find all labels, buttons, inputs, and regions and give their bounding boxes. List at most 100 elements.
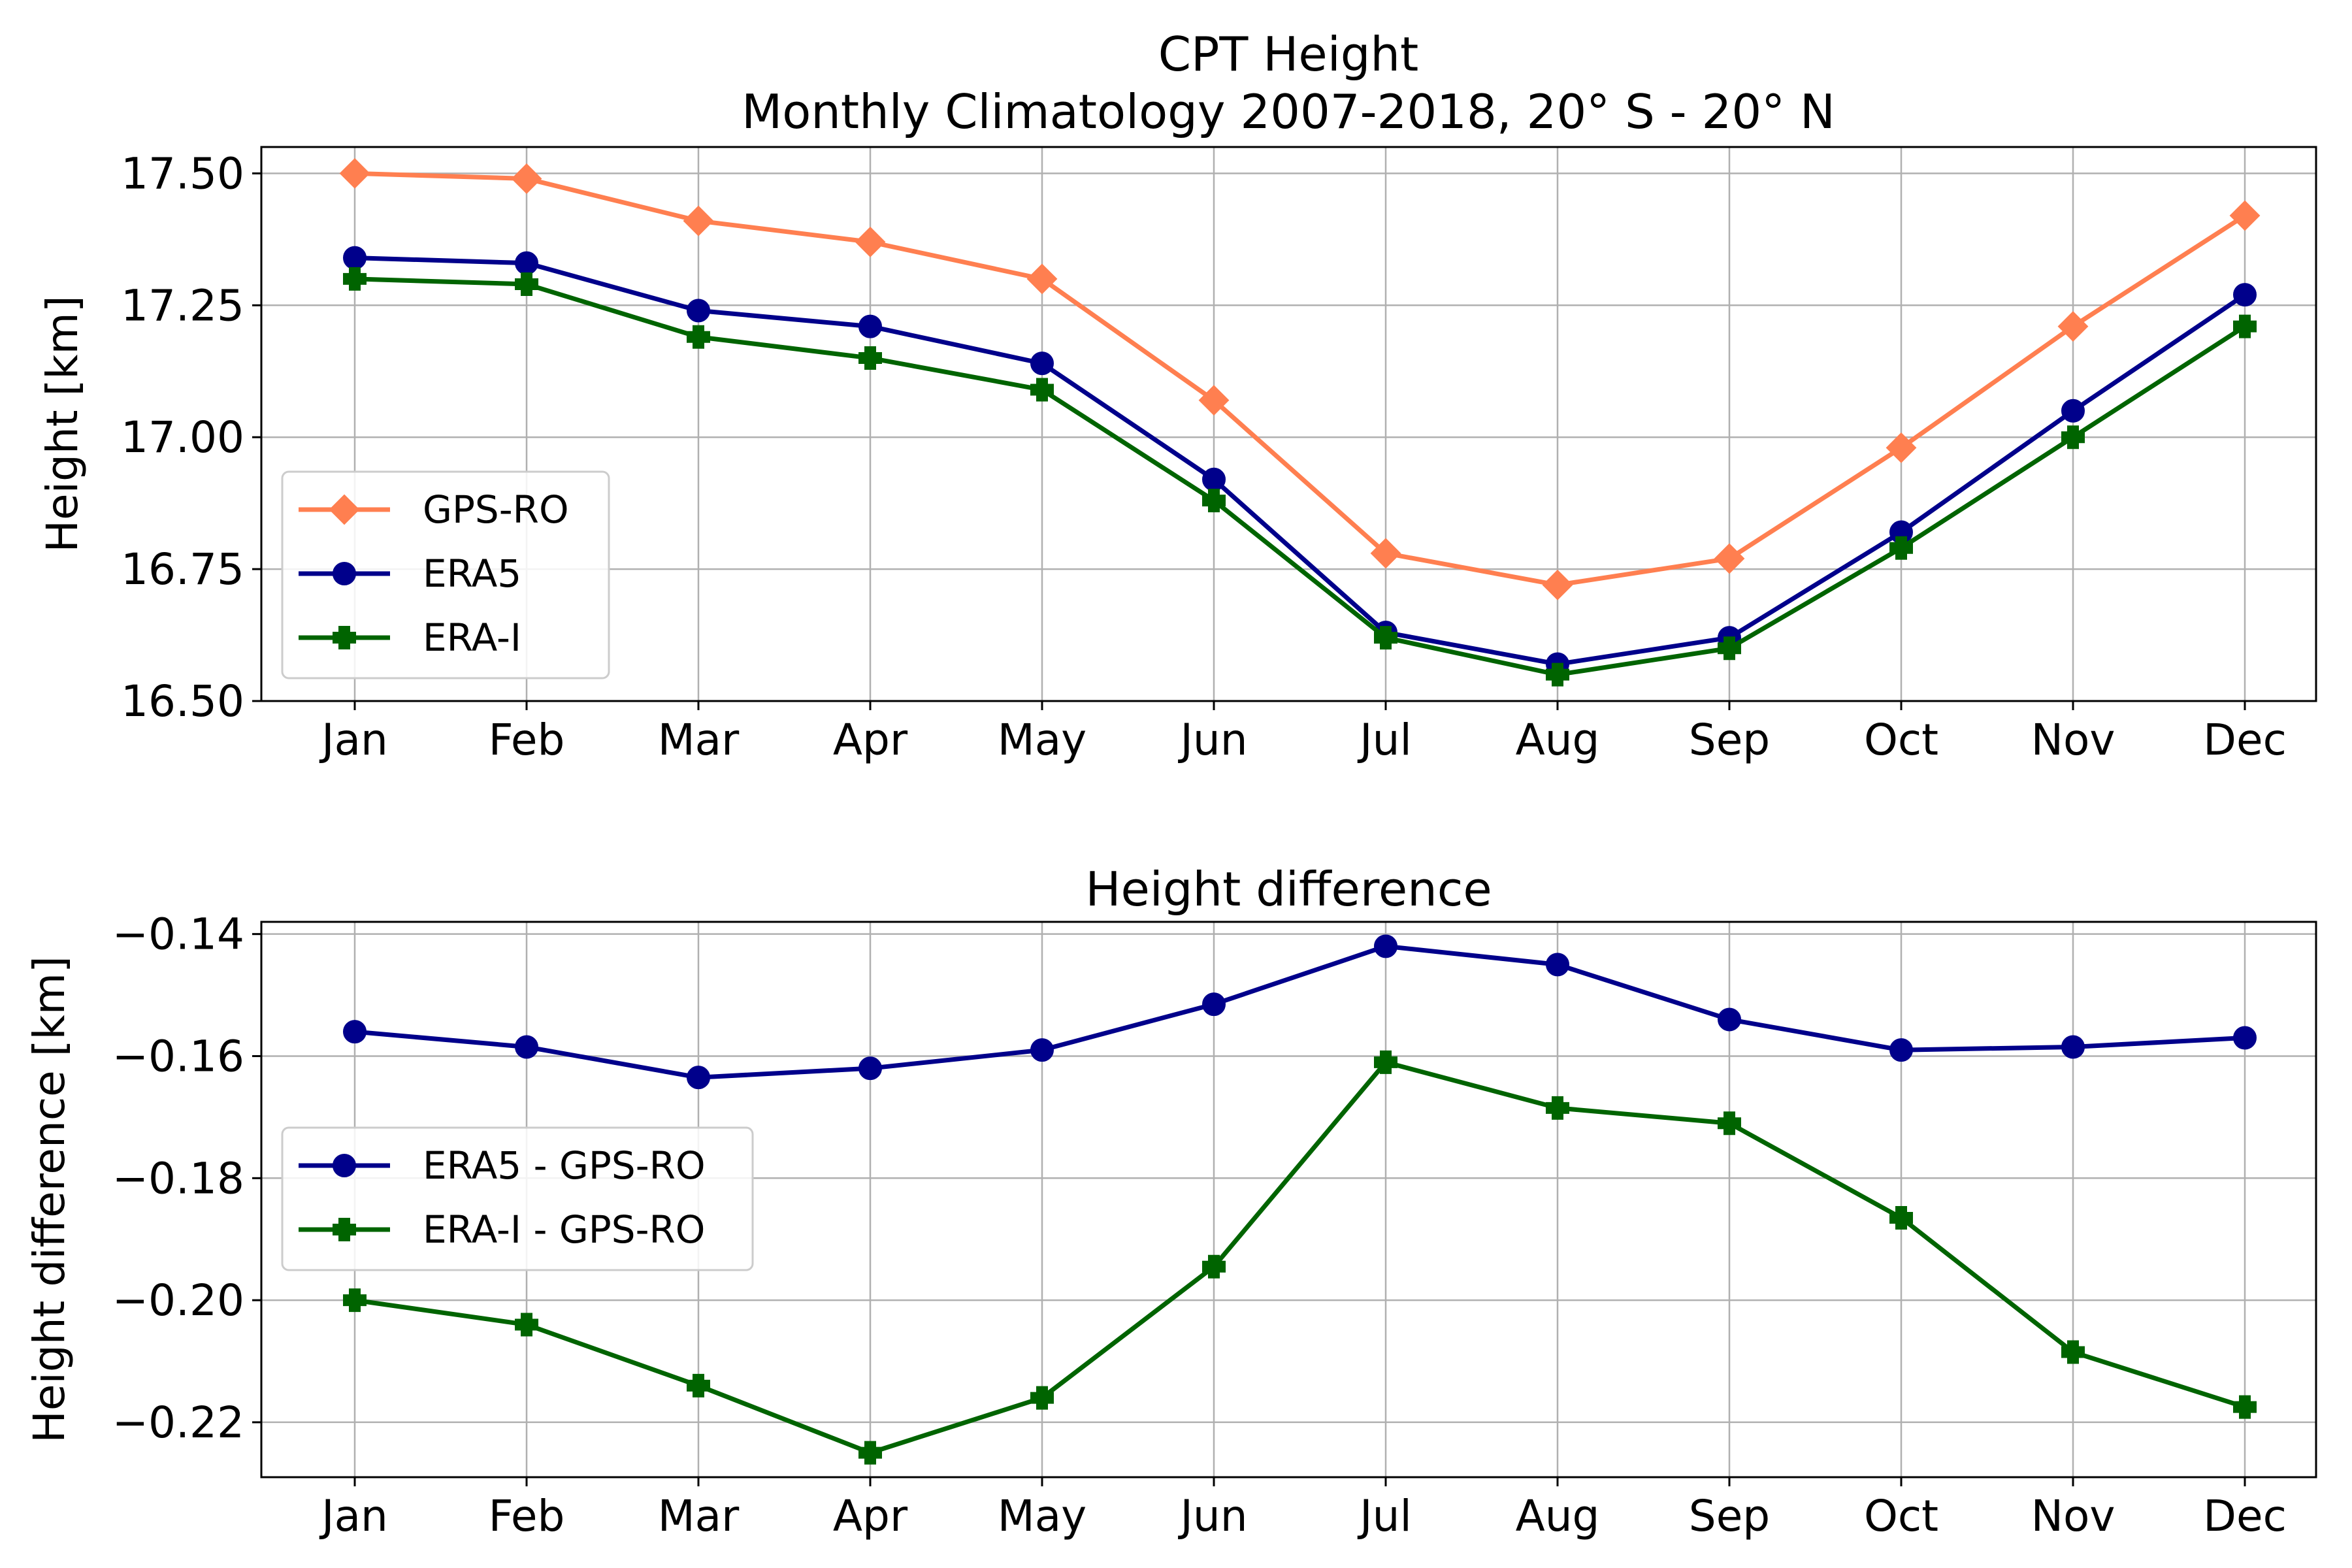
data-point-diamond xyxy=(511,163,542,194)
data-point-circle xyxy=(1546,953,1569,977)
data-point-plus xyxy=(1546,662,1569,687)
x-tick-label: May xyxy=(998,715,1086,765)
x-tick-label: Jan xyxy=(319,715,388,765)
legend-label: ERA-I xyxy=(423,615,521,660)
data-point-plus xyxy=(2061,1340,2085,1364)
data-point-diamond xyxy=(1370,538,1401,569)
legend-label: GPS-RO xyxy=(423,487,569,532)
data-point-circle xyxy=(1030,1038,1054,1062)
data-point-circle xyxy=(2233,1026,2257,1050)
y-tick-label: 17.00 xyxy=(121,412,244,463)
y-axis-label: Height difference [km] xyxy=(24,956,74,1443)
x-tick-label: Dec xyxy=(2203,1491,2287,1541)
data-point-plus xyxy=(1718,636,1741,661)
legend-box xyxy=(281,1126,754,1271)
x-tick-label: Nov xyxy=(2031,715,2115,765)
data-point-circle xyxy=(1374,934,1397,958)
data-point-circle xyxy=(515,251,538,275)
x-tick-label: Feb xyxy=(489,1491,565,1541)
data-point-plus xyxy=(1546,1096,1569,1120)
x-tick-label: Jul xyxy=(1357,1491,1412,1541)
y-tick-label: −0.18 xyxy=(112,1153,244,1203)
series-line xyxy=(354,255,2246,666)
x-tick-label: Jun xyxy=(1177,715,1247,765)
x-tick-label: Sep xyxy=(1689,715,1770,765)
data-point-plus xyxy=(1030,378,1054,402)
series-gps-ro xyxy=(339,157,2261,600)
data-point-plus xyxy=(515,1313,538,1337)
y-tick-label: −0.20 xyxy=(112,1275,244,1326)
legend-box xyxy=(281,470,610,679)
data-point-diamond xyxy=(1714,543,1745,574)
series-line xyxy=(354,171,2246,587)
series-era-i-gps-ro xyxy=(343,1050,2257,1465)
data-point-circle xyxy=(1718,1007,1741,1032)
legend: GPS-RO ERA5 ERA-I xyxy=(281,470,610,679)
x-tick-label: Apr xyxy=(833,715,908,765)
data-point-circle xyxy=(1202,992,1226,1017)
data-point-plus xyxy=(1202,1254,1226,1279)
data-point-plus xyxy=(2233,1395,2257,1419)
data-point-plus xyxy=(858,1441,882,1465)
data-point-circle xyxy=(1030,351,1054,376)
x-tick-label: Jan xyxy=(319,1491,388,1541)
y-tick-label: 17.50 xyxy=(121,148,244,199)
legend-label: ERA5 xyxy=(423,551,521,596)
data-point-plus xyxy=(858,346,882,370)
data-point-plus xyxy=(343,1288,367,1313)
data-point-diamond xyxy=(1886,432,1917,463)
data-point-plus xyxy=(343,267,367,291)
y-tick-label: 16.75 xyxy=(121,544,244,595)
y-axis-label: Height [km] xyxy=(37,295,88,552)
x-tick-label: Jul xyxy=(1357,715,1412,765)
legend-label: ERA5 - GPS-RO xyxy=(423,1143,706,1188)
data-point-diamond xyxy=(683,205,714,237)
plot-frame xyxy=(260,921,2317,1478)
data-point-diamond xyxy=(2229,200,2261,231)
top-chart-panel: Jan Feb Mar Apr May Jun Jul Aug Sep Oct Nov Dec 16.5… xyxy=(37,146,2317,765)
data-point-circle xyxy=(2061,399,2085,423)
data-point-plus xyxy=(1202,489,1226,513)
x-tick-label: Nov xyxy=(2031,1491,2115,1541)
x-tick-label: Feb xyxy=(489,715,565,765)
x-tick-label: Apr xyxy=(833,1491,908,1541)
x-tick-label: May xyxy=(998,1491,1086,1541)
x-tick-label: Dec xyxy=(2203,715,2287,765)
series-era5-gps-ro xyxy=(343,934,2257,1090)
data-point-circle xyxy=(858,1056,882,1081)
plot-frame xyxy=(260,146,2317,702)
data-point-circle xyxy=(858,314,882,338)
legend-marker-plus xyxy=(333,1218,356,1241)
data-point-circle xyxy=(687,1066,710,1090)
data-point-plus xyxy=(1889,536,1913,560)
figure-title-line2: Monthly Climatology 2007-2018, 20° S - 2… xyxy=(742,84,1835,139)
x-tick-label: Mar xyxy=(658,715,740,765)
x-tick-label: Aug xyxy=(1516,1491,1600,1541)
legend-marker-circle xyxy=(333,1154,356,1177)
chart-title: Height difference xyxy=(1085,862,1492,917)
x-tick-label: Sep xyxy=(1689,1491,1770,1541)
data-point-plus xyxy=(1374,1050,1397,1074)
series-era5 xyxy=(343,246,2257,676)
legend: ERA5 - GPS-RO ERA-I - GPS-RO xyxy=(281,1126,754,1271)
x-tick-label: Oct xyxy=(1864,715,1938,765)
data-point-circle xyxy=(2061,1035,2085,1059)
x-tick-label: Mar xyxy=(658,1491,740,1541)
data-point-diamond xyxy=(1198,385,1230,416)
figure-title-line1: CPT Height xyxy=(1158,27,1419,82)
data-point-plus xyxy=(2061,425,2085,449)
data-point-circle xyxy=(515,1035,538,1059)
data-point-diamond xyxy=(1026,263,1058,295)
y-tick-label: −0.22 xyxy=(112,1397,244,1448)
series-era-i xyxy=(343,267,2257,687)
series-line xyxy=(354,1060,2246,1456)
x-tick-label: Jun xyxy=(1177,1491,1247,1541)
data-point-diamond xyxy=(339,157,370,189)
data-point-plus xyxy=(1030,1386,1054,1410)
data-point-diamond xyxy=(1542,569,1573,600)
series-line xyxy=(354,943,2246,1080)
data-point-plus xyxy=(515,272,538,296)
legend-label: ERA-I - GPS-RO xyxy=(423,1207,705,1252)
data-point-plus xyxy=(2233,314,2257,338)
legend-marker-circle xyxy=(333,562,356,585)
